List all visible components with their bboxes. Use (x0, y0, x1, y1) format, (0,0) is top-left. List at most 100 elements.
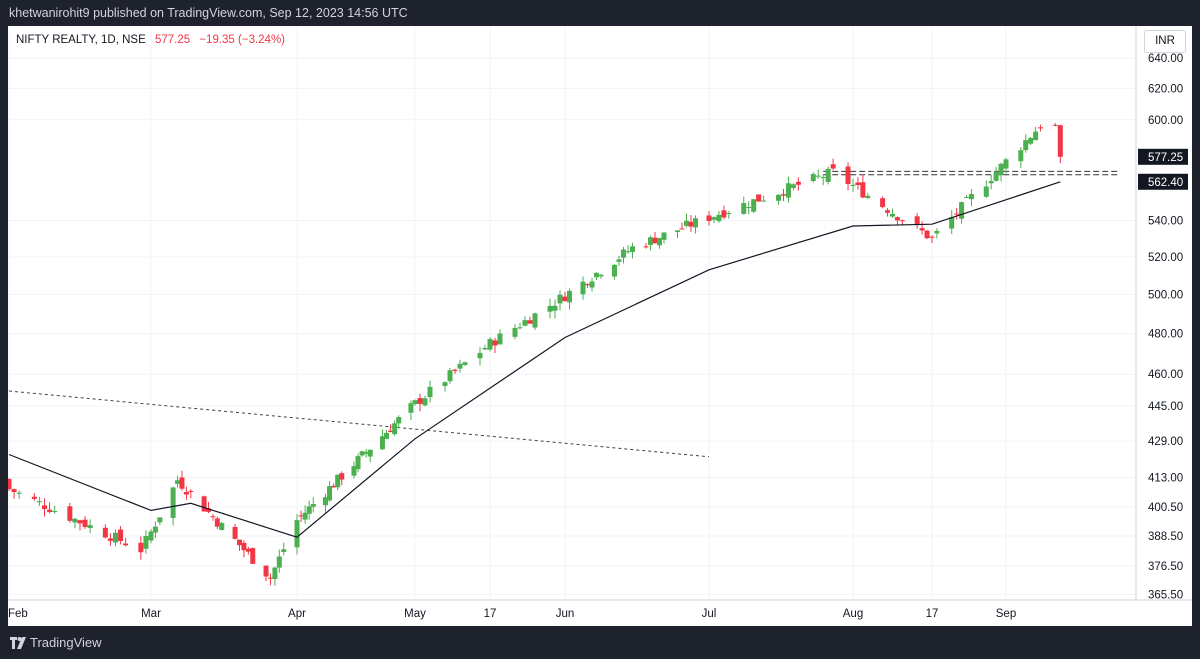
candle-body (746, 207, 752, 209)
candlestick-series (8, 123, 1063, 586)
candle-body (889, 213, 895, 217)
candle-body (885, 210, 891, 213)
candle-body (452, 369, 458, 371)
candle-body (547, 305, 553, 312)
candle-body (598, 274, 604, 277)
candle-body (929, 236, 935, 238)
candle-body (527, 320, 533, 324)
footer-brand: TradingView (30, 635, 102, 650)
candle-body (688, 221, 694, 227)
dashed-trendline (8, 390, 710, 458)
candle-body (102, 527, 108, 538)
candle-body (417, 398, 423, 404)
candle-body (1023, 140, 1029, 151)
candle-body (487, 339, 493, 350)
candle-body (250, 548, 256, 564)
candle-body (512, 327, 518, 337)
y-tick-label: 500.00 (1148, 289, 1183, 301)
candle-body (210, 516, 216, 518)
y-tick-label: 460.00 (1148, 369, 1183, 381)
candle-body (517, 327, 523, 329)
candle-body (118, 529, 124, 541)
candle-body (384, 432, 390, 439)
candle-body (367, 449, 373, 457)
candle-body (359, 451, 365, 456)
candle-body (87, 525, 93, 528)
candle-body (482, 348, 488, 350)
candle-body (143, 535, 149, 549)
candle-body (825, 168, 831, 182)
price-tag-label: 577.25 (1148, 152, 1183, 164)
y-tick-label: 480.00 (1148, 328, 1183, 340)
candle-body (379, 436, 385, 450)
candle-body (123, 543, 129, 546)
x-tick-label: 17 (926, 608, 939, 620)
candle-body (612, 264, 617, 277)
price-chart[interactable]: 640.00 620.00 600.00 540.00 520.00 500.00 480.… (8, 26, 1192, 626)
candle-body (780, 194, 786, 196)
candle-body (113, 532, 118, 543)
currency-button[interactable]: INR (1144, 30, 1186, 53)
candle-body (865, 195, 871, 198)
candle-body (552, 305, 558, 311)
candle-body (363, 452, 369, 454)
candle-body (845, 166, 851, 184)
x-tick-label: Jul (702, 608, 717, 620)
axis-separators (8, 26, 1192, 601)
y-tick-label: 520.00 (1148, 252, 1183, 264)
candle-body (52, 510, 58, 512)
y-tick-label: 376.50 (1148, 561, 1183, 573)
candle-body (1033, 131, 1039, 141)
candle-body (408, 403, 414, 413)
candle-body (1057, 125, 1063, 157)
candle-body (477, 352, 483, 359)
candle-body (968, 194, 974, 200)
candle-body (47, 509, 53, 513)
candle-body (339, 473, 345, 480)
candle-body (630, 246, 635, 252)
y-tick-label: 400.50 (1148, 502, 1183, 514)
candle-body (648, 237, 653, 245)
candle-body (241, 542, 247, 551)
footer-bar: TradingView (0, 626, 1200, 659)
symbol-name: NIFTY REALTY, 1D, NSE (16, 34, 146, 46)
chart-panel[interactable]: 640.00 620.00 600.00 540.00 520.00 500.00 480.… (8, 26, 1192, 626)
candle-body (785, 183, 791, 198)
candle-body (1038, 127, 1044, 129)
candle-body (756, 194, 762, 202)
candle-body (16, 492, 22, 494)
price-tag-label: 562.40 (1148, 177, 1183, 189)
candle-body (77, 520, 83, 524)
candle-body (934, 230, 940, 234)
candle-body (706, 215, 712, 221)
candle-body (594, 272, 599, 278)
price-tag-box (1138, 148, 1188, 165)
candle-body (726, 212, 732, 214)
y-tick-label: 365.50 (1148, 589, 1183, 601)
y-tick-label: 429.00 (1148, 436, 1183, 448)
candle-body (693, 218, 698, 228)
x-axis-ticks: Feb Mar Apr May 17 Jun Jul Aug 17 Sep (8, 608, 1016, 620)
candle-body (8, 478, 12, 490)
candle-body (616, 259, 622, 262)
x-tick-label: Jun (556, 608, 575, 620)
candle-body (850, 184, 856, 186)
candle-body (815, 175, 821, 177)
y-tick-label: 640.00 (1148, 53, 1183, 65)
candle-body (236, 539, 242, 546)
candle-body (894, 217, 900, 221)
candle-body (442, 382, 448, 387)
y-tick-label: 413.00 (1148, 472, 1183, 484)
candle-body (751, 199, 757, 212)
candle-body (880, 198, 886, 208)
candle-body (679, 228, 685, 230)
candle-body (188, 490, 194, 492)
candle-body (462, 362, 468, 365)
candle-body (36, 501, 42, 503)
candle-body (392, 423, 398, 435)
candle-body (263, 565, 269, 577)
candle-body (298, 515, 304, 517)
candle-body (924, 230, 930, 239)
candle-body (107, 538, 113, 541)
candle-body (532, 313, 538, 328)
